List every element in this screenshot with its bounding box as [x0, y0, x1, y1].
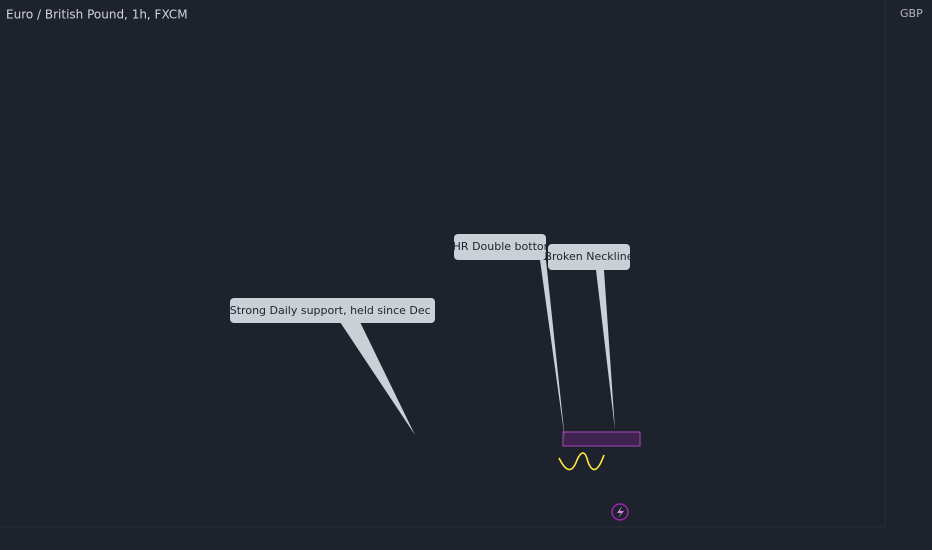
- callout-box: [454, 234, 546, 260]
- callout-pointer: [540, 260, 565, 440]
- double-bottom-curve: [558, 452, 605, 471]
- annotation: Very Strong Daily support, held since De…: [202, 304, 462, 317]
- pattern-box: [562, 431, 641, 447]
- callout-pointer: [340, 322, 415, 435]
- annotation: Broken Neckline: [544, 250, 633, 263]
- currency: GBP: [900, 7, 923, 20]
- event-bolt: [617, 506, 624, 518]
- overlay: Very Strong Daily support, held since De…: [202, 234, 641, 521]
- annotation: 1HR Double bottom: [446, 240, 555, 253]
- callout-pointer: [596, 270, 615, 430]
- chart-title: Euro / British Pound, 1h, FXCM: [6, 8, 188, 22]
- callout-box: [230, 298, 435, 323]
- callout-box: [548, 244, 630, 270]
